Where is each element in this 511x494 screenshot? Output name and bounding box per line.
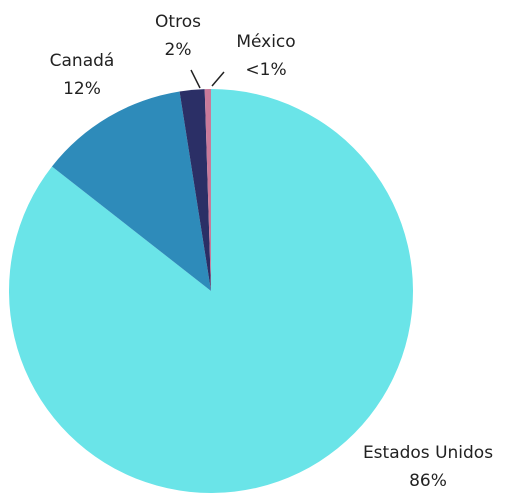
pie-slice	[179, 89, 211, 291]
slice-value-label: 86%	[409, 471, 447, 491]
slice-value-label: <1%	[245, 60, 286, 80]
slice-value-label: 2%	[165, 40, 192, 60]
pie-slice	[51, 91, 211, 292]
leader-line	[211, 71, 225, 87]
slice-label: Canadá	[50, 51, 115, 71]
slice-label: Otros	[155, 12, 201, 32]
slice-label: México	[236, 32, 295, 52]
slice-label: Estados Unidos	[363, 443, 493, 463]
leader-line	[190, 69, 201, 89]
pie-slice	[9, 89, 414, 493]
pie-slice	[204, 89, 211, 291]
slice-value-label: 12%	[63, 79, 101, 99]
